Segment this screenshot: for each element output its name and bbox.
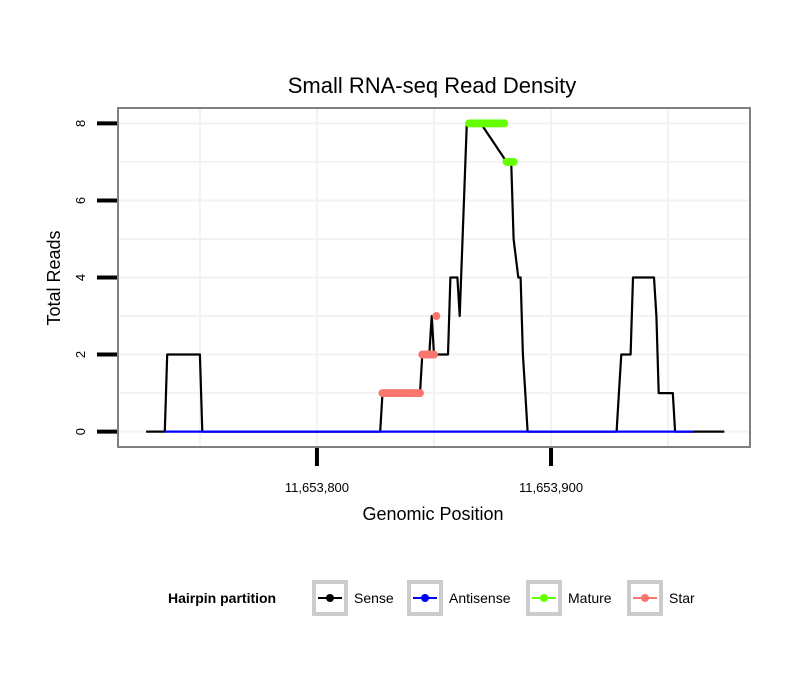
- data-point-mature: [500, 119, 509, 128]
- legend-item-star: Star: [627, 580, 695, 616]
- y-tick-label: 2: [73, 351, 88, 358]
- series-star: [378, 312, 441, 398]
- y-tick-label: 8: [73, 120, 88, 127]
- x-tick-label: 11,653,800: [285, 480, 349, 495]
- series-sense: [146, 122, 725, 433]
- legend-items: Sense Antisense Mature Star: [312, 580, 695, 616]
- legend-key-point: [641, 594, 649, 602]
- plot-panel-border: [117, 107, 751, 448]
- x-tick-label: 11,653,900: [519, 480, 583, 495]
- series-line-sense: [146, 122, 725, 433]
- x-axis: 11,653,800 11,653,900: [285, 448, 583, 495]
- x-axis-title: Genomic Position: [362, 504, 503, 524]
- data-point-mature: [509, 157, 518, 166]
- data-point-star: [432, 312, 441, 321]
- legend-label: Mature: [568, 590, 612, 606]
- y-axis: 0 2 4 6 8: [73, 120, 117, 435]
- series-layer: [146, 119, 725, 433]
- data-point-star: [415, 389, 424, 398]
- chart-title: Small RNA-seq Read Density: [288, 73, 577, 98]
- y-tick-label: 0: [73, 428, 88, 435]
- legend-key-point: [326, 594, 334, 602]
- legend-label: Sense: [354, 590, 394, 606]
- legend-item-mature: Mature: [526, 580, 612, 616]
- legend-label: Star: [669, 590, 695, 606]
- legend-item-antisense: Antisense: [407, 580, 511, 616]
- y-tick-label: 6: [73, 197, 88, 204]
- legend-key-point: [421, 594, 429, 602]
- y-tick-label: 4: [73, 274, 88, 281]
- series-mature: [465, 119, 518, 166]
- legend-title: Hairpin partition: [168, 590, 276, 606]
- y-axis-title: Total Reads: [44, 230, 64, 325]
- legend: Hairpin partition Sense Antisense Mature St…: [168, 580, 695, 616]
- legend-label: Antisense: [449, 590, 511, 606]
- legend-item-sense: Sense: [312, 580, 394, 616]
- data-point-star: [430, 350, 438, 359]
- legend-key-point: [540, 594, 548, 602]
